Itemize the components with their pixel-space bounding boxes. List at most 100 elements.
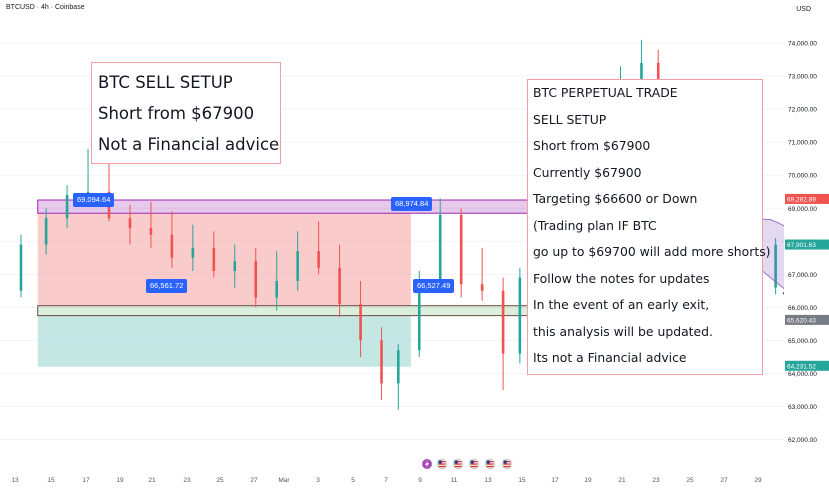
x-tick-label: 17 — [551, 477, 559, 484]
y-tick-label: 70,000.00 — [788, 173, 817, 180]
y-tick-label: 73,000.00 — [788, 74, 817, 81]
y-tick-label: 69,000.00 — [788, 206, 817, 213]
candle[interactable] — [338, 267, 341, 305]
note-line: SELL SETUP — [533, 111, 607, 127]
x-tick-label: 15 — [518, 477, 526, 484]
y-tick-label: 64,000.00 — [788, 371, 817, 378]
x-tick-label: 19 — [116, 477, 124, 484]
bolt — [425, 460, 429, 468]
flag-stripe — [503, 466, 511, 468]
note-line: BTC SELL SETUP — [98, 73, 233, 92]
candle[interactable] — [19, 244, 23, 291]
x-tick-label: 25 — [216, 477, 224, 484]
note-line: Its not a Financial advice — [533, 350, 687, 365]
x-tick-label: 27 — [720, 477, 728, 484]
flag-stripe — [454, 461, 462, 463]
candle[interactable] — [359, 304, 362, 341]
note-line: BTC PERPETUAL TRADE — [533, 85, 678, 100]
price-label: 64,231.52 — [787, 363, 816, 370]
note-line: Short from $67900 — [98, 104, 255, 123]
x-tick-label: 23 — [183, 477, 191, 484]
flag-stripe — [454, 463, 462, 465]
y-tick-label: 66,000.00 — [788, 305, 817, 312]
note-line: In the event of an early exit, — [533, 297, 710, 312]
candle[interactable] — [212, 247, 216, 272]
candle[interactable] — [44, 218, 48, 245]
candle[interactable] — [233, 261, 237, 272]
candle[interactable] — [518, 277, 522, 354]
candle[interactable] — [380, 340, 383, 384]
flag-canton — [503, 460, 507, 464]
price-callout: 66,527.49 — [413, 279, 455, 293]
x-tick-label: 13 — [484, 477, 492, 484]
y-tick-label: 72,000.00 — [788, 107, 817, 114]
trade-plan-note[interactable]: BTC PERPETUAL TRADE SELL SETUP Short fro… — [527, 79, 771, 375]
x-tick-label: 7 — [384, 477, 388, 484]
candle[interactable] — [640, 62, 643, 83]
flag-canton — [438, 460, 442, 464]
x-tick-label: 11 — [451, 477, 458, 484]
candle[interactable] — [459, 214, 463, 285]
y-tick-label: 71,000.00 — [788, 140, 817, 147]
candle[interactable] — [501, 290, 505, 354]
price-label: 69,282.89 — [787, 196, 816, 203]
flag-stripe — [438, 461, 446, 463]
candle[interactable] — [128, 218, 132, 229]
price-label: 65,620.43 — [787, 317, 816, 324]
x-tick-label: 5 — [351, 477, 355, 484]
flag-stripe — [470, 463, 478, 465]
x-tick-label: 15 — [47, 477, 55, 484]
flag-stripe — [503, 463, 511, 465]
candle[interactable] — [149, 228, 153, 235]
y-tick-label: 67,000.00 — [788, 272, 817, 279]
price-label-tag — [785, 193, 829, 204]
candle[interactable] — [438, 214, 442, 281]
flag-stripe — [503, 461, 511, 463]
y-tick-label: 63,000.00 — [788, 404, 817, 411]
candle[interactable] — [417, 280, 421, 351]
currency-label: USD — [796, 6, 811, 13]
candle[interactable] — [396, 350, 400, 384]
x-tick-label: 17 — [82, 477, 90, 484]
note-line: (Trading plan IF BTC — [533, 217, 657, 233]
x-tick-label: 9 — [418, 477, 422, 484]
candle[interactable] — [275, 280, 279, 298]
price-callout: 66,561.72 — [146, 279, 188, 293]
candle[interactable] — [774, 244, 777, 288]
candle[interactable] — [65, 195, 69, 219]
candle[interactable] — [480, 284, 484, 291]
flag-stripe — [470, 466, 478, 468]
flag-canton — [454, 460, 458, 464]
price-label-tag — [785, 360, 829, 371]
y-tick-label: 62,000.00 — [788, 437, 817, 444]
candle[interactable] — [317, 251, 320, 268]
price-callout: 68,974.84 — [391, 197, 433, 211]
x-tick-label: 23 — [652, 477, 660, 484]
candle[interactable] — [254, 261, 258, 298]
x-tick-label: 29 — [754, 477, 762, 484]
price-callout: 69,094.64 — [73, 193, 115, 207]
price-label: 67,901.63 — [787, 242, 816, 249]
flag-canton — [486, 460, 490, 464]
sell-setup-note[interactable]: BTC SELL SETUP Short from $67900 Not a F… — [91, 62, 281, 164]
note-line: Short from $67900 — [533, 138, 651, 153]
x-tick-label: Mar — [278, 477, 290, 484]
flag-stripe — [486, 461, 494, 463]
flag-stripe — [486, 466, 494, 468]
flag-stripe — [438, 463, 446, 465]
note-line: this analysis will be updated. — [533, 323, 713, 339]
flag-stripe — [486, 463, 494, 465]
x-tick-label: 19 — [584, 477, 592, 484]
x-tick-label: 25 — [686, 477, 694, 484]
candle[interactable] — [296, 251, 299, 281]
profit-zone[interactable] — [37, 315, 411, 367]
x-tick-label: 21 — [618, 477, 626, 484]
candle[interactable] — [170, 234, 174, 258]
note-line: Not a Financial advice — [98, 135, 280, 154]
note-line: Follow the notes for updates — [533, 270, 710, 286]
price-label-tag — [785, 239, 829, 250]
candle[interactable] — [191, 247, 195, 258]
note-line: Currently $67900 — [533, 164, 642, 180]
loss-zone[interactable] — [37, 213, 411, 306]
note-line: go up to $69700 will add more shorts) — [533, 244, 771, 259]
